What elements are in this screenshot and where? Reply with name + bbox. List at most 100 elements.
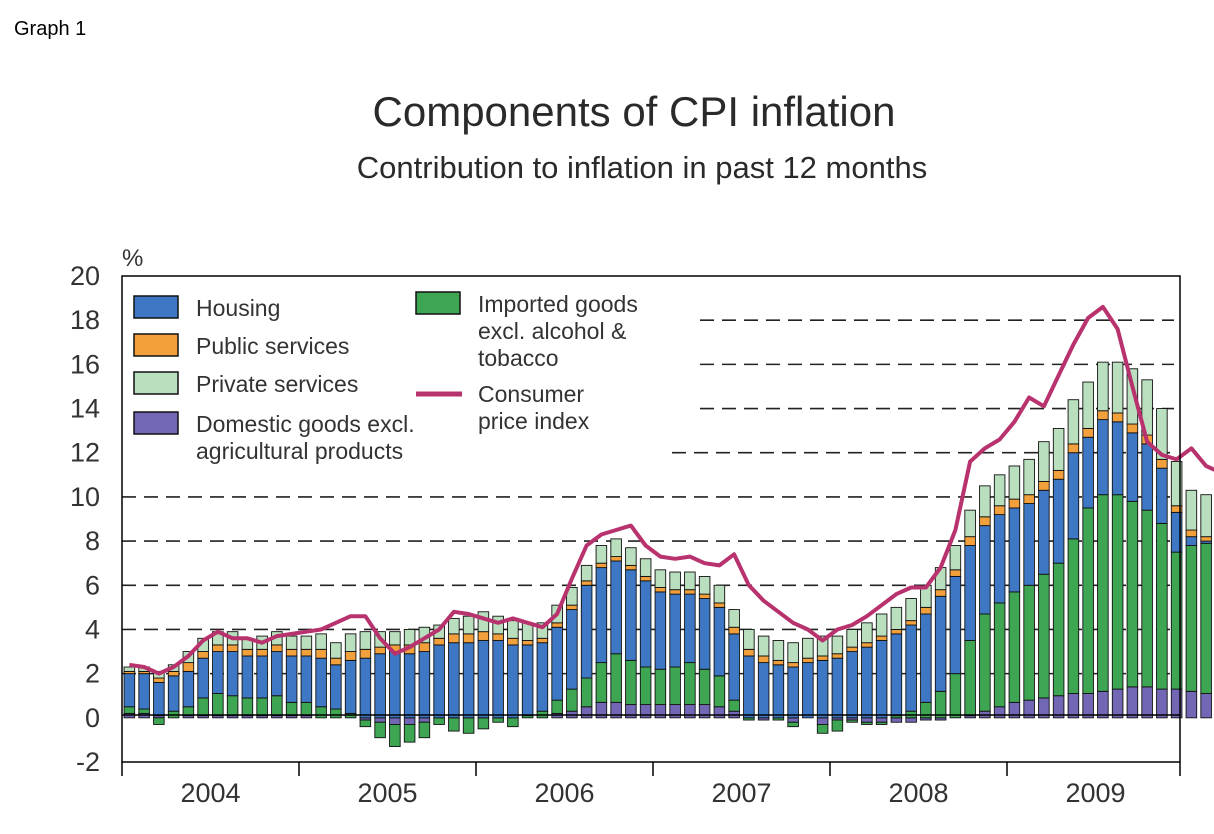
bar-segment: [684, 571, 696, 591]
bar-segment: [551, 622, 563, 628]
y-tick-label: 18: [70, 305, 100, 335]
bar-segment: [448, 642, 460, 719]
bar-segment: [330, 642, 342, 659]
bar-segment: [698, 575, 711, 595]
bar-segment: [669, 571, 681, 591]
bar-segment: [846, 651, 858, 719]
bar-segment: [639, 666, 652, 706]
bar-segment: [875, 613, 888, 637]
bar-segment: [330, 664, 342, 710]
bar-segment: [861, 646, 873, 719]
bar-segment: [1126, 368, 1139, 425]
bar-segment: [1156, 408, 1168, 460]
bar-segment: [772, 640, 785, 661]
bar-segment: [1008, 465, 1021, 500]
bar-segment: [1200, 536, 1212, 542]
bar-segment: [890, 717, 903, 723]
legend-label: Public services: [196, 333, 349, 359]
legend-swatch: [133, 333, 179, 357]
bar-segment: [728, 626, 740, 635]
bar-segment: [993, 706, 1006, 719]
bar-segment: [610, 560, 622, 655]
bar-segment: [1052, 469, 1065, 480]
bar-segment: [1097, 410, 1109, 421]
bar-segment: [1067, 538, 1080, 694]
bar-segment: [698, 598, 711, 670]
bar-segment: [949, 673, 962, 719]
x-tick-label: 2004: [180, 778, 240, 808]
bar-segment: [138, 708, 150, 714]
bar-segment: [418, 651, 431, 719]
bar-segment: [1200, 494, 1212, 538]
bar-segments: [123, 361, 1212, 747]
bar-segment: [802, 637, 814, 659]
bar-segment: [477, 611, 490, 633]
bar-segment: [1052, 478, 1065, 564]
bar-segment: [359, 719, 372, 728]
bar-segment: [123, 666, 136, 672]
bar-segment: [831, 719, 844, 732]
bar-segment: [241, 648, 254, 657]
bar-segment: [1141, 509, 1153, 688]
bar-segment: [595, 662, 608, 703]
y-tick-label: 0: [85, 703, 100, 733]
bar-segment: [462, 615, 475, 635]
y-tick-label: 16: [70, 349, 100, 379]
bar-segment: [1097, 419, 1109, 496]
bar-segment: [256, 648, 268, 657]
x-tick-label: 2007: [711, 778, 771, 808]
bar-segment: [1023, 584, 1035, 701]
bar-segment: [1111, 361, 1124, 414]
bar-segment: [979, 613, 991, 712]
bar-segment: [536, 642, 549, 712]
bar-segment: [979, 516, 991, 527]
bar-segment: [477, 717, 490, 730]
bar-segment: [890, 633, 903, 717]
bar-segment: [949, 545, 962, 571]
bar-segment: [625, 547, 637, 566]
bar-segment: [1067, 399, 1080, 445]
bar-segment: [1200, 693, 1212, 719]
bar-segment: [1023, 494, 1035, 504]
bar-segment: [669, 704, 681, 719]
bar-segment: [861, 642, 873, 648]
bar-segment: [138, 673, 150, 710]
bar-segment: [344, 633, 357, 652]
legend: Housing Public services Private services Do…: [124, 278, 669, 470]
bar-segment: [389, 651, 401, 719]
bar-segment: [566, 688, 578, 712]
bar-segment: [713, 606, 726, 677]
bar-segment: [285, 655, 298, 703]
bar-segment: [418, 721, 431, 739]
bar-segment: [728, 699, 740, 712]
bar-segment: [802, 657, 814, 664]
bar-segment: [934, 589, 947, 597]
bar-segment: [802, 662, 814, 719]
bar-segment: [1156, 467, 1168, 524]
bar-segment: [949, 575, 962, 675]
x-tick-label: 2006: [534, 778, 594, 808]
bar-segment: [1185, 529, 1198, 538]
bar-segment: [979, 485, 991, 518]
bar-segment: [684, 704, 696, 719]
bar-segment: [698, 668, 711, 706]
bar-segment: [1141, 686, 1153, 719]
bar-segment: [1185, 545, 1198, 692]
legend-label: price index: [478, 408, 590, 434]
bar-segment: [728, 633, 740, 701]
bar-segment: [964, 509, 976, 538]
bar-segment: [993, 505, 1006, 516]
bar-segment: [875, 635, 888, 641]
bar-segment: [1185, 690, 1198, 719]
y-tick-label: 20: [70, 261, 100, 291]
bar-segment: [226, 651, 239, 697]
bar-segment: [359, 657, 372, 719]
bar-segment: [816, 724, 829, 734]
x-tick-label: 2005: [357, 778, 417, 808]
bar-segment: [492, 615, 504, 635]
bar-segment: [315, 657, 327, 708]
bar-segment: [964, 640, 976, 717]
bar-segment: [433, 637, 445, 646]
bar-segment: [1008, 507, 1021, 593]
bar-segment: [1038, 573, 1050, 699]
